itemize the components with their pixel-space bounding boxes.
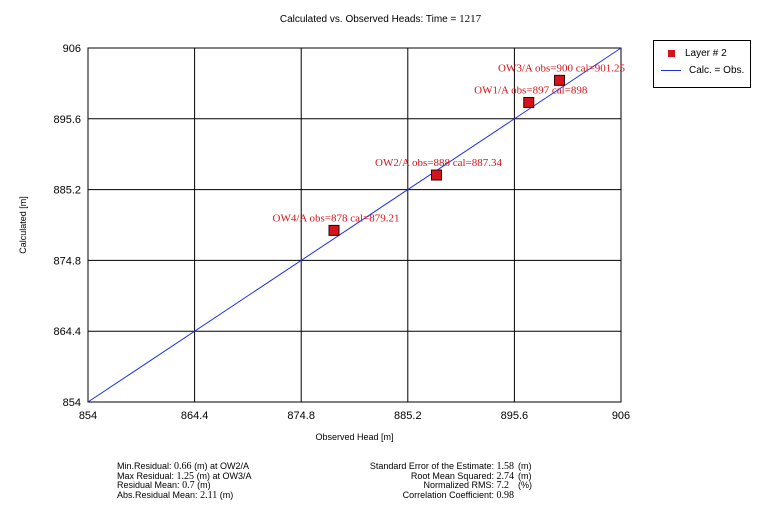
x-axis-label: Observed Head [m] bbox=[315, 432, 393, 442]
legend-square-marker-icon bbox=[668, 50, 675, 57]
stat-label: Residual Mean: bbox=[117, 480, 180, 491]
x-tick-label: 895.6 bbox=[501, 410, 529, 422]
data-point bbox=[554, 74, 565, 86]
stat-label: Standard Error of the Estimate: bbox=[369, 461, 494, 471]
y-axis-label: Calculated [m] bbox=[18, 196, 28, 254]
stat-abs-residual-mean: Abs.Residual Mean: 2.11 (m) bbox=[117, 489, 252, 501]
y-tick-label: 854 bbox=[63, 397, 81, 409]
data-point-label: OW2/A obs=888 cal=887.34 bbox=[375, 157, 502, 169]
stat-label: Min.Residual: bbox=[117, 461, 172, 471]
x-tick-label: 874.8 bbox=[287, 410, 315, 422]
chart-legend: Layer # 2 Calc. = Obs. bbox=[653, 40, 751, 88]
plot-frame bbox=[87, 47, 622, 403]
stat-tail: (m) at OW2/A bbox=[194, 461, 250, 471]
stat-label: Max Residual: bbox=[117, 470, 175, 481]
stat-unit: (m) bbox=[518, 470, 532, 481]
y-tick-label: 874.8 bbox=[53, 255, 81, 267]
stat-value: 0.66 bbox=[174, 461, 192, 472]
chart-title-time: 1217 bbox=[459, 13, 482, 25]
stat-value: 0.98 bbox=[496, 489, 514, 501]
data-point bbox=[523, 96, 535, 108]
stat-tail: (m) at OW3/A bbox=[196, 470, 252, 481]
chart-title: Calculated vs. Observed Heads: Time = 12… bbox=[0, 13, 761, 25]
stat-value: 7.2 bbox=[496, 480, 509, 492]
legend-line-marker-icon bbox=[661, 70, 681, 71]
stat-correlation: Correlation Coefficient: 0.98 bbox=[340, 489, 536, 501]
fit-stats: Standard Error of the Estimate: 1.58 (m)… bbox=[340, 461, 536, 501]
data-point bbox=[431, 169, 442, 181]
y-tick-label: 906 bbox=[63, 43, 81, 55]
legend-label-line: Calc. = Obs. bbox=[689, 65, 745, 76]
data-point-label: OW3/A obs=900 cal=901.25 bbox=[498, 62, 625, 74]
stat-value: 2.11 bbox=[200, 489, 218, 501]
stat-value: 1.25 bbox=[176, 470, 195, 482]
x-tick-label: 854 bbox=[79, 410, 97, 422]
stat-label: Normalized RMS: bbox=[423, 480, 494, 491]
stat-min-residual: Min.Residual: 0.66 (m) at OW2/A bbox=[117, 461, 252, 472]
x-tick-label: 885.2 bbox=[394, 410, 422, 422]
data-point bbox=[328, 224, 340, 236]
stat-tail: (m) bbox=[219, 489, 234, 500]
x-tick-label: 906 bbox=[612, 410, 630, 422]
stat-label: Abs.Residual Mean: bbox=[117, 489, 198, 500]
stat-standard-error: Standard Error of the Estimate: 1.58 (m) bbox=[340, 461, 536, 472]
legend-label-layer: Layer # 2 bbox=[685, 48, 727, 59]
chart-title-text: Calculated vs. Observed Heads: Time = bbox=[279, 14, 457, 25]
calc-equals-obs-line bbox=[87, 47, 622, 403]
stat-rms: Root Mean Squared: 2.74 (m) bbox=[340, 470, 536, 482]
stat-normalized-rms: Normalized RMS: 7.2 (%) bbox=[340, 481, 536, 491]
data-point-label: OW1/A obs=897 cal=898 bbox=[474, 84, 588, 96]
legend-entry-layer: Layer # 2 bbox=[654, 48, 727, 59]
residual-stats: Min.Residual: 0.66 (m) at OW2/A Max Resi… bbox=[117, 461, 252, 501]
legend-entry-line: Calc. = Obs. bbox=[654, 65, 744, 76]
stat-label: Correlation Coefficient: bbox=[402, 489, 494, 500]
y-tick-label: 885.2 bbox=[53, 185, 81, 197]
data-point-label: OW4/A obs=878 cal=879.21 bbox=[273, 212, 400, 224]
stat-value: 0.7 bbox=[182, 480, 195, 492]
y-tick-label: 895.6 bbox=[53, 114, 81, 126]
y-tick-label: 864.4 bbox=[53, 326, 81, 338]
stat-max-residual: Max Residual: 1.25 (m) at OW3/A bbox=[117, 470, 252, 482]
x-tick-label: 864.4 bbox=[181, 410, 209, 422]
stat-value: 1.58 bbox=[496, 461, 514, 472]
stat-label: Root Mean Squared: bbox=[410, 470, 494, 481]
stat-residual-mean: Residual Mean: 0.7 (m) bbox=[117, 480, 252, 492]
stat-value: 2.74 bbox=[496, 470, 514, 482]
stat-tail: (m) bbox=[197, 480, 211, 491]
stat-unit: (%) bbox=[518, 480, 532, 491]
stat-unit: (m) bbox=[518, 461, 532, 471]
